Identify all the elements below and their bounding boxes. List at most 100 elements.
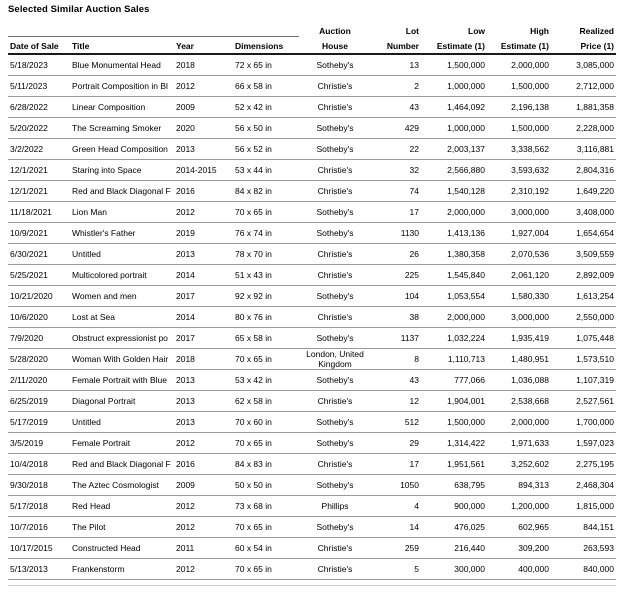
table-cell: Lost at Sea: [70, 306, 174, 328]
table-cell: 2,804,316: [551, 159, 616, 181]
table-cell: Christie's: [299, 390, 371, 412]
table-cell: 29: [371, 432, 421, 454]
table-row: 2/11/2020 Female Portrait with Blue 2013 53…: [8, 369, 616, 391]
table-cell: 1,935,419: [487, 327, 551, 349]
table-cell: 1,573,510: [551, 348, 616, 370]
table-cell: 2009: [174, 474, 233, 496]
table-cell: 32: [371, 159, 421, 181]
table-cell: 5/17/2018: [8, 495, 70, 517]
table-cell: 17: [371, 453, 421, 475]
table-cell: 300,000: [421, 558, 487, 580]
table-cell: Red and Black Diagonal F: [70, 453, 174, 475]
table-cell: 1,700,000: [551, 411, 616, 433]
table-cell: 17: [371, 201, 421, 223]
table-cell: 3,408,000: [551, 201, 616, 223]
col-header-auction-house: House: [299, 36, 371, 55]
table-cell: 78 x 70 in: [233, 243, 299, 265]
table-cell: Sotheby's: [299, 327, 371, 349]
table-row: 10/6/2020 Lost at Sea 2014 80 x 76 in Christ…: [8, 306, 616, 328]
table-cell: 2017: [174, 327, 233, 349]
table-cell: 5: [371, 558, 421, 580]
table-row: 10/17/2015 Constructed Head 2011 60 x 54 in…: [8, 537, 616, 559]
table-cell: 12/1/2021: [8, 159, 70, 181]
table-row: 12/1/2021 Staring into Space 2014-2015 53 x…: [8, 159, 616, 181]
table-cell: 1,464,092: [421, 96, 487, 118]
table-cell: 2009: [174, 96, 233, 118]
table-cell: 3/5/2019: [8, 432, 70, 454]
table-cell: 60 x 54 in: [233, 537, 299, 559]
table-cell: Blue Monumental Head: [70, 54, 174, 76]
table-cell: Christie's: [299, 264, 371, 286]
col-header-year: Year: [174, 36, 233, 55]
col-header-year-top: [174, 22, 233, 37]
table-cell: 5/18/2023: [8, 54, 70, 76]
table-row: 7/9/2020 Obstruct expressionist po 2017 65 …: [8, 327, 616, 349]
table-cell: 2012: [174, 558, 233, 580]
table-bottom-rule: [8, 585, 616, 586]
table-cell: Linear Composition: [70, 96, 174, 118]
table-cell: 43: [371, 369, 421, 391]
table-cell: 70 x 65 in: [233, 432, 299, 454]
col-header-date-top: [8, 22, 70, 37]
table-cell: 5/17/2019: [8, 411, 70, 433]
table-cell: Sotheby's: [299, 411, 371, 433]
table-cell: 840,000: [551, 558, 616, 580]
table-cell: 1,200,000: [487, 495, 551, 517]
table-row: 5/28/2020 Woman With Golden Hair 2018 70 x …: [8, 348, 616, 370]
table-cell: 476,025: [421, 516, 487, 538]
table-cell: 1,500,000: [487, 117, 551, 139]
table-cell: 104: [371, 285, 421, 307]
table-cell: 10/4/2018: [8, 453, 70, 475]
table-cell: 1,540,128: [421, 180, 487, 202]
table-cell: Red and Black Diagonal F: [70, 180, 174, 202]
table-cell: 26: [371, 243, 421, 265]
table-cell: 1,480,951: [487, 348, 551, 370]
table-cell: 1,000,000: [421, 117, 487, 139]
table-cell: 1,500,000: [421, 54, 487, 76]
table-cell: 1,654,654: [551, 222, 616, 244]
table-cell: 5/11/2023: [8, 75, 70, 97]
table-cell: 51 x 43 in: [233, 264, 299, 286]
table-cell: 70 x 65 in: [233, 516, 299, 538]
table-cell: Multicolored portrait: [70, 264, 174, 286]
auction-sales-table: Auction Lot Low High Realized Date of Sa…: [8, 22, 616, 580]
table-cell: Sotheby's: [299, 54, 371, 76]
table-cell: Staring into Space: [70, 159, 174, 181]
table-cell: 2014-2015: [174, 159, 233, 181]
table-cell: 2016: [174, 453, 233, 475]
table-cell: 2,061,120: [487, 264, 551, 286]
table-cell: 429: [371, 117, 421, 139]
table-cell: 92 x 92 in: [233, 285, 299, 307]
table-cell: 43: [371, 96, 421, 118]
table-cell: 5/20/2022: [8, 117, 70, 139]
table-cell: 2,003,137: [421, 138, 487, 160]
table-cell: 2019: [174, 222, 233, 244]
table-cell: 3/2/2022: [8, 138, 70, 160]
table-row: 10/7/2016 The Pilot 2012 70 x 65 in Sotheby'…: [8, 516, 616, 538]
table-cell: 2,228,000: [551, 117, 616, 139]
table-cell: 38: [371, 306, 421, 328]
table-cell: 70 x 60 in: [233, 411, 299, 433]
table-cell: 2011: [174, 537, 233, 559]
table-cell: Christie's: [299, 180, 371, 202]
table-cell: Obstruct expressionist po: [70, 327, 174, 349]
table-cell: Sotheby's: [299, 369, 371, 391]
col-header-dimensions-top: [233, 22, 299, 37]
table-cell: 2,712,000: [551, 75, 616, 97]
table-cell: 5/28/2020: [8, 348, 70, 370]
table-cell: 1,032,224: [421, 327, 487, 349]
table-cell: Sotheby's: [299, 432, 371, 454]
table-cell: 2,566,880: [421, 159, 487, 181]
table-row: 5/20/2022 The Screaming Smoker 2020 56 x 50…: [8, 117, 616, 139]
header-row-top: Auction Lot Low High Realized: [8, 22, 616, 37]
table-row: 5/25/2021 Multicolored portrait 2014 51 x 4…: [8, 264, 616, 286]
table-cell: 1,649,220: [551, 180, 616, 202]
table-row: 3/2/2022 Green Head Composition 2013 56 x 5…: [8, 138, 616, 160]
table-row: 9/30/2018 The Aztec Cosmologist 2009 50 x 5…: [8, 474, 616, 496]
col-header-high-estimate: Estimate (1): [487, 36, 551, 55]
table-cell: 512: [371, 411, 421, 433]
table-cell: The Pilot: [70, 516, 174, 538]
table-cell: 84 x 82 in: [233, 180, 299, 202]
table-cell: 1,927,004: [487, 222, 551, 244]
table-cell: 2,000,000: [487, 54, 551, 76]
